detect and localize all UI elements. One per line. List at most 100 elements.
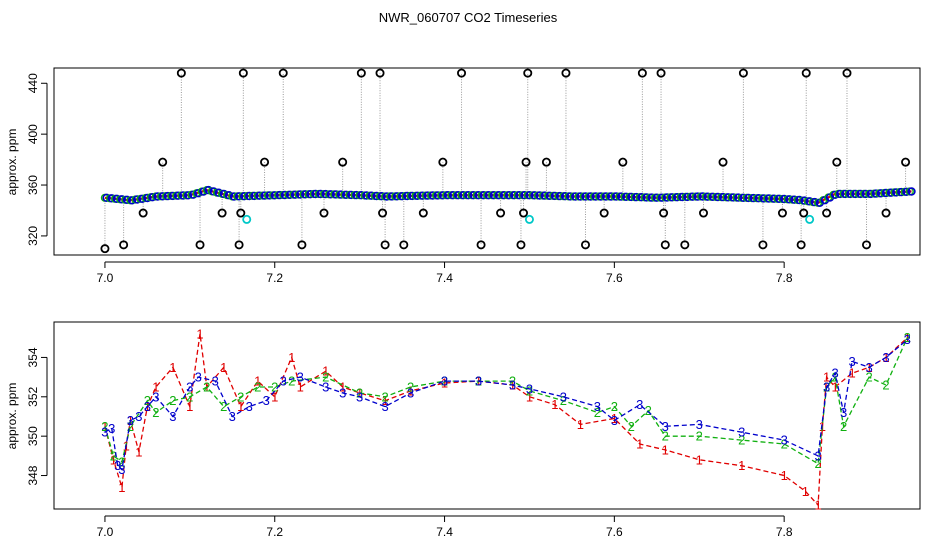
outlier-point [699,208,709,218]
series-1-marker: 1 [186,399,193,414]
outlier-point [801,68,811,78]
series-2-marker: 2 [831,370,838,385]
baseline-point-blue [515,191,524,200]
baseline-point-blue [902,187,911,197]
outlier-point [476,240,486,250]
top-marks [100,68,916,254]
series-3-marker: 3 [611,413,618,428]
baseline-point-blue [535,191,544,200]
baseline-point-blue [616,192,626,201]
baseline-point-blue [728,193,738,202]
series-3-marker: 3 [381,399,388,414]
baseline-point-blue [347,190,356,200]
baseline-point-blue [377,192,386,201]
outlier-point [796,240,806,250]
baseline-point-blue [168,191,178,201]
outlier-point [516,240,526,250]
outlier-point [176,68,186,78]
outlier-point [656,68,666,78]
baseline-point-blue [785,195,794,204]
baseline-point-blue [779,194,789,204]
series-3-marker: 3 [781,433,788,448]
baseline-point-blue [448,191,458,200]
baseline-point-blue [372,191,381,201]
series-1-line [104,333,908,507]
series-3-marker: 3 [526,381,533,396]
baseline-point-blue [392,192,402,201]
baseline-point-blue [795,195,804,205]
baseline-point-blue [143,193,152,203]
series-2-marker: 2 [271,380,278,395]
top-panel: approx. ppm 7.0 7.2 7.4 7.6 7.8 320 360 400 440 [5,67,921,285]
bottom-y-axis-label: approx. ppm [5,383,19,450]
outlier-point [660,240,670,250]
x-tick-label: 7.0 [97,271,114,285]
baseline-point-blue [504,191,514,200]
baseline-point-blue [703,192,712,201]
baseline-point-blue [423,191,432,200]
baseline-point-blue [652,193,661,202]
outlier-point [541,157,551,167]
series-3-marker: 3 [118,462,125,477]
baseline-point-blue [851,189,860,199]
baseline-point-blue [418,191,427,200]
baseline-point-blue [234,192,244,201]
baseline-point-blue [769,194,779,203]
baseline-point-blue [667,193,677,202]
series-3-marker: 3 [152,389,159,404]
outlier-point [375,68,385,78]
baseline-point-blue [433,191,442,200]
series-2-marker: 2 [594,405,601,420]
baseline-point-blue [321,189,330,199]
series-3-marker: 3 [475,374,482,389]
series-2-marker: 2 [814,456,821,471]
outlier-point [100,244,110,254]
baseline-point-blue [881,188,891,198]
baseline-point-blue [148,193,157,202]
baseline-point-blue [601,192,611,201]
baseline-point-blue [158,192,167,201]
baseline-point-blue [764,194,774,203]
baseline-point-blue [530,191,539,200]
y-tick-label: 400 [26,124,40,144]
outlier-point [236,208,246,218]
series-3-marker: 3 [831,366,838,381]
series-3-marker: 3 [356,389,363,404]
baseline-point-blue [586,192,595,201]
bottom-axes: 7.0 7.2 7.4 7.6 7.8 348 350 352 354 [26,347,793,539]
baseline-point-blue [739,193,748,203]
outlier-point [297,240,307,250]
series-2-marker: 2 [237,389,244,404]
baseline-point-blue [571,192,580,201]
series-2-marker: 2 [560,393,567,408]
outlier-point [119,240,129,250]
series-3-marker: 3 [560,389,567,404]
baseline-point-blue [846,189,855,199]
series-2-marker: 2 [781,437,788,452]
series-1-marker: 1 [135,444,142,459]
outlier-point [637,68,647,78]
series-1-marker: 1 [696,452,703,467]
outlier-point [862,240,872,250]
flagged-point [805,214,815,224]
outlier-point [901,157,911,167]
baseline-point-blue [774,194,784,204]
baseline-point-blue [265,191,274,200]
baseline-point-blue [723,193,733,202]
y-tick-label: 348 [26,465,40,485]
series-1-marker: 1 [271,389,278,404]
outlier-point [238,68,248,78]
series-3-marker: 3 [738,425,745,440]
series-2-marker: 2 [611,399,618,414]
baseline-point-blue [861,189,870,199]
baseline-point-blue [897,187,906,197]
baseline-point-blue [657,193,667,202]
outlier-point [338,157,348,167]
baseline-point-blue [830,190,840,200]
x-tick-label: 7.4 [436,525,453,539]
series-1-marker: 1 [814,498,821,513]
series-3-marker: 3 [108,421,115,436]
series-3-marker: 3 [114,458,121,473]
baseline-point-blue [245,191,254,201]
